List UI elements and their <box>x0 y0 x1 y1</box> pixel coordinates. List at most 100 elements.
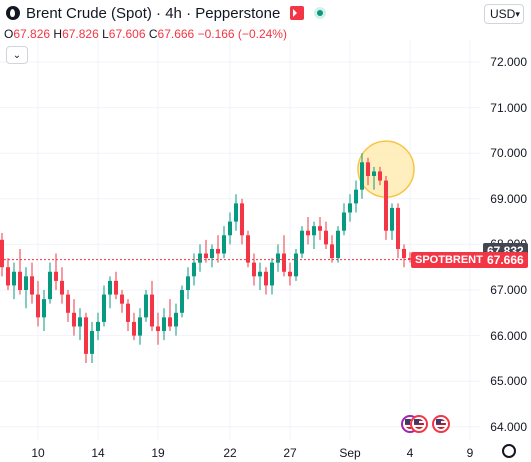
candle-body <box>0 239 4 268</box>
price-tick-label: 65.000 <box>490 374 527 389</box>
open-label: O <box>4 27 14 41</box>
candle-body <box>48 271 52 300</box>
high-label: H <box>53 27 63 41</box>
candle-body <box>78 317 82 327</box>
candle-body <box>84 317 88 354</box>
candle-body <box>366 162 370 176</box>
candle-body <box>258 271 262 277</box>
open-value: 67.826 <box>13 27 51 41</box>
candle-body <box>198 253 202 263</box>
candles <box>0 140 415 363</box>
change-value: −0.166 (−0.24%) <box>197 27 287 41</box>
candle-body <box>330 244 334 259</box>
ohlc-legend: O67.826 H67.826 L67.606 C67.666 −0.166 (… <box>4 27 287 41</box>
close-value: 67.666 <box>157 27 195 41</box>
price-tick-label: 69.000 <box>490 191 527 206</box>
candle-body <box>126 303 130 322</box>
price-tick-label: 66.000 <box>490 328 527 343</box>
candle-body <box>408 258 412 260</box>
high-value: 67.826 <box>62 27 99 41</box>
candle-body <box>222 235 226 254</box>
candle-body <box>66 294 70 313</box>
chevron-down-icon: ▾ <box>515 8 520 19</box>
candle-body <box>108 280 112 295</box>
candle-body <box>378 171 382 181</box>
candle-body <box>372 171 376 176</box>
candle-body <box>306 230 310 236</box>
candle-body <box>312 226 316 236</box>
candle-body <box>390 207 394 231</box>
candle-body <box>252 262 256 277</box>
candle-body <box>174 312 178 327</box>
candle-body <box>12 271 16 286</box>
collapse-legend-button[interactable]: ⌄ <box>6 46 28 64</box>
candle-body <box>162 317 166 332</box>
price-tick-label: 72.000 <box>490 55 527 69</box>
candle-body <box>150 294 154 327</box>
candle-body <box>120 294 124 304</box>
candle-body <box>210 248 214 259</box>
market-open-icon[interactable] <box>314 7 327 19</box>
us-flag-event-icon[interactable] <box>432 415 450 433</box>
candle-body <box>354 189 358 204</box>
candle-body <box>276 253 280 263</box>
candle-body <box>216 248 220 254</box>
candle-body <box>72 312 76 327</box>
candle-body <box>132 321 136 336</box>
time-tick-label: Sep <box>339 446 361 460</box>
price-tick-label: 70.000 <box>490 146 527 161</box>
last-price-tag: 67.666 <box>483 251 528 268</box>
candle-body <box>144 294 148 318</box>
price-tick-label: 67.000 <box>490 283 527 297</box>
price-tick-label: 64.000 <box>490 419 527 434</box>
symbol-price-tag: SPOTBRENT <box>411 251 487 268</box>
candle-body <box>96 321 100 332</box>
candle-body <box>90 331 94 354</box>
brent-logo-icon <box>6 6 20 20</box>
time-tick-label: 19 <box>151 446 165 460</box>
close-label: C <box>148 27 158 41</box>
time-tick-label: 22 <box>223 446 237 460</box>
candle-body <box>240 203 244 236</box>
candle-body <box>6 267 10 286</box>
candle-body <box>60 280 64 295</box>
low-value: 67.606 <box>108 27 146 41</box>
candle-body <box>204 253 208 259</box>
price-tick-label: 71.000 <box>490 100 527 115</box>
candle-body <box>102 294 106 322</box>
us-flag-event-icon[interactable] <box>410 415 428 433</box>
candle-body <box>294 253 298 277</box>
currency-select[interactable]: USD ▾ <box>484 4 524 24</box>
time-tick-label: 27 <box>283 446 297 460</box>
time-tick-label: 4 <box>406 446 414 460</box>
candle-body <box>24 276 28 290</box>
candle-body <box>402 248 406 259</box>
candle-body <box>36 294 40 318</box>
candle-body <box>282 253 286 272</box>
symbol-title[interactable]: Brent Crude (Spot) · 4h · Pepperstone <box>26 4 281 22</box>
candle-body <box>156 326 160 332</box>
chevron-down-icon: ⌄ <box>12 49 22 61</box>
candle-body <box>342 212 346 231</box>
chart-grid <box>0 40 480 440</box>
candle-body <box>234 203 238 222</box>
candle-body <box>264 271 268 286</box>
candle-body <box>192 262 196 277</box>
candle-body <box>186 276 190 290</box>
candle-body <box>396 207 400 249</box>
time-tick-label: 9 <box>466 446 474 460</box>
candle-body <box>114 280 118 295</box>
low-label: L <box>102 27 109 41</box>
symbol-header: Brent Crude (Spot) · 4h · Pepperstone <box>0 0 327 26</box>
flag-icon[interactable] <box>290 6 305 20</box>
currency-label: USD <box>490 7 516 21</box>
candle-body <box>246 235 250 263</box>
candle-body <box>324 230 328 245</box>
candle-body <box>18 271 22 290</box>
candle-body <box>180 290 184 313</box>
settings-gear-icon[interactable] <box>502 444 516 458</box>
candle-body <box>54 271 58 281</box>
candle-body <box>228 221 232 236</box>
time-tick-label: 14 <box>91 446 105 460</box>
